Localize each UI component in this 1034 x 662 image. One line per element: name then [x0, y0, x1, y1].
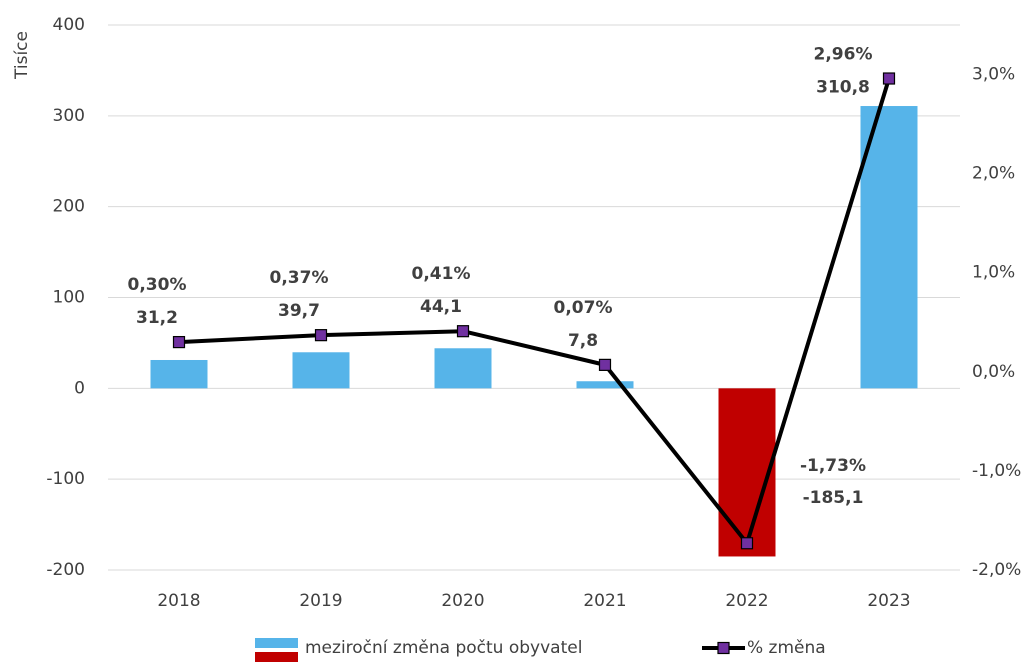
line-marker — [598, 358, 612, 371]
bar — [576, 381, 634, 389]
y-tick-label: -200 — [46, 560, 85, 580]
x-tick-label: 2021 — [583, 591, 626, 611]
bar-value-label: 39,7 — [278, 301, 320, 321]
y2-tick-label: 0,0% — [972, 362, 1015, 382]
bar — [718, 388, 776, 557]
y2-tick-label: 1,0% — [972, 263, 1015, 283]
bar-value-label: 310,8 — [816, 78, 870, 98]
line-marker — [314, 329, 328, 342]
line-marker — [172, 335, 186, 349]
bar — [150, 359, 208, 389]
line-value-label: 2,96% — [814, 45, 873, 65]
y2-tick-label: -1,0% — [972, 461, 1021, 481]
line-value-label: 0,30% — [128, 275, 187, 295]
legend-label: meziroční změna počtu obyvatel — [305, 638, 582, 658]
bar-value-label: 31,2 — [136, 308, 178, 328]
y-axis-title: Tisíce — [12, 31, 32, 80]
line-marker — [456, 325, 470, 338]
x-tick-label: 2018 — [157, 591, 200, 611]
y-tick-label: 0 — [74, 378, 85, 398]
bar — [434, 348, 492, 389]
x-tick-label: 2023 — [867, 591, 910, 611]
line-value-label: 0,41% — [412, 264, 471, 284]
y-tick-label: 100 — [53, 288, 85, 308]
y2-tick-label: 3,0% — [972, 65, 1015, 85]
x-tick-label: 2019 — [299, 591, 342, 611]
y-tick-label: 300 — [53, 106, 85, 126]
legend-swatch — [255, 652, 298, 662]
line-marker — [882, 72, 896, 85]
bar — [860, 106, 918, 389]
y-tick-label: 200 — [53, 197, 85, 217]
legend-label: % změna — [747, 638, 826, 658]
y-tick-label: -100 — [46, 469, 85, 489]
y2-tick-label: 2,0% — [972, 164, 1015, 184]
y2-tick-label: -2,0% — [972, 560, 1021, 580]
x-tick-label: 2020 — [441, 591, 484, 611]
bar-value-label: -185,1 — [803, 488, 864, 508]
bar-value-label: 44,1 — [420, 297, 462, 317]
line-value-label: 0,07% — [554, 298, 613, 318]
line — [178, 77, 891, 546]
legend-swatch — [255, 638, 298, 648]
line-marker — [740, 537, 754, 550]
y-tick-label: 400 — [53, 15, 85, 35]
line-value-label: -1,73% — [800, 456, 866, 476]
x-tick-label: 2022 — [725, 591, 768, 611]
line-value-label: 0,37% — [270, 268, 329, 288]
bar — [292, 352, 350, 389]
legend-marker — [717, 641, 730, 655]
bar-value-label: 7,8 — [568, 331, 598, 351]
